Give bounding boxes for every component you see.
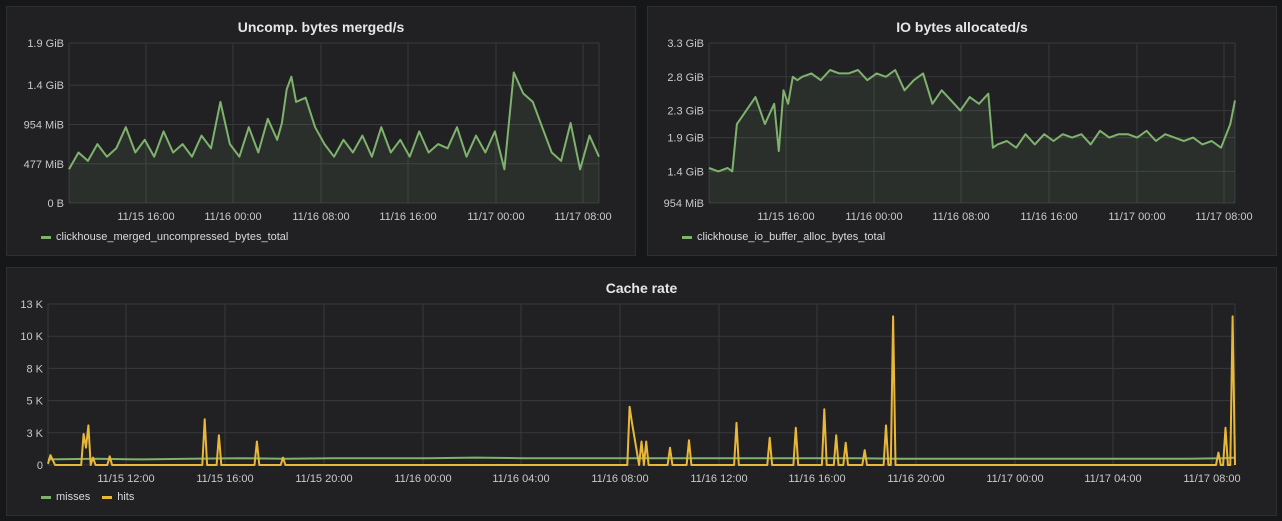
legend-label: hits — [117, 491, 135, 503]
series-area-clickhouse_io_buffer_alloc_bytes_total — [709, 70, 1235, 203]
series-line-misses[interactable] — [47, 456, 1236, 461]
y-tick-label: 1.9 GiB — [667, 133, 704, 145]
legend-item-misses[interactable]: misses — [41, 491, 90, 503]
chart-uncomp-bytes-merged: 0 B 477 MiB 954 MiB 1.4 GiB 1.9 GiB 11/15 16:… — [24, 38, 612, 223]
y-tick-label: 2.8 GiB — [667, 72, 704, 84]
y-tick-label: 2.3 GiB — [667, 106, 704, 118]
panel-cache-rate: Cache rate 0 3 K 5 K 8 K 10 K 13 K 11/15 12:00… — [6, 267, 1277, 516]
x-tick-label: 11/16 16:00 — [788, 473, 845, 485]
y-tick-label: 3 K — [26, 428, 43, 440]
x-tick-label: 11/15 20:00 — [295, 473, 352, 485]
x-tick-label: 11/16 12:00 — [690, 473, 747, 485]
panel-title[interactable]: Uncomp. bytes merged/s — [237, 19, 405, 35]
legend-swatch — [102, 495, 113, 499]
y-tick-label: 10 K — [20, 331, 43, 343]
x-tick-label: 11/17 00:00 — [1108, 211, 1165, 223]
y-tick-label: 1.4 GiB — [667, 166, 704, 178]
panel-title[interactable]: Cache rate — [605, 280, 678, 296]
y-tick-label: 1.9 GiB — [27, 38, 64, 50]
y-tick-label: 954 MiB — [664, 198, 704, 210]
legend-item[interactable]: clickhouse_merged_uncompressed_bytes_tot… — [41, 231, 288, 243]
panel-uncomp-bytes-merged: Uncomp. bytes merged/s 0 B 477 MiB 954 MiB… — [6, 6, 636, 256]
legend-swatch — [682, 235, 692, 239]
legend-item-hits[interactable]: hits — [102, 491, 134, 503]
y-tick-label: 3.3 GiB — [667, 38, 704, 50]
x-tick-label: 11/17 08:00 — [554, 211, 611, 223]
legend: misses hits — [41, 491, 134, 503]
series-line-hits[interactable] — [47, 315, 1236, 466]
legend-label: misses — [56, 491, 91, 503]
legend: clickhouse_io_buffer_alloc_bytes_total — [682, 231, 885, 243]
x-tick-label: 11/16 16:00 — [379, 211, 436, 223]
legend-swatch — [41, 495, 51, 499]
x-tick-label: 11/16 08:00 — [932, 211, 989, 223]
legend-swatch — [41, 235, 51, 239]
legend-label: clickhouse_merged_uncompressed_bytes_tot… — [56, 231, 289, 243]
legend: clickhouse_merged_uncompressed_bytes_tot… — [41, 231, 288, 243]
chart-cache-rate: 0 3 K 5 K 8 K 10 K 13 K 11/15 12:00 11/15 16:00… — [20, 299, 1240, 485]
grid — [68, 42, 600, 204]
x-tick-label: 11/16 04:00 — [492, 473, 549, 485]
panel-io-bytes-allocated: IO bytes allocated/s 954 MiB 1.4 GiB 1.9 G… — [647, 6, 1277, 256]
y-tick-label: 0 B — [47, 198, 64, 210]
y-tick-label: 1.4 GiB — [27, 80, 64, 92]
grid — [708, 42, 1236, 204]
y-tick-label: 954 MiB — [24, 120, 64, 132]
x-tick-label: 11/15 12:00 — [97, 473, 154, 485]
y-tick-label: 13 K — [20, 299, 43, 311]
y-tick-label: 0 — [37, 460, 43, 472]
panel-title[interactable]: IO bytes allocated/s — [896, 19, 1028, 35]
x-tick-label: 11/16 20:00 — [887, 473, 944, 485]
series-line-clickhouse_merged_uncompressed_bytes_total[interactable] — [68, 71, 600, 171]
x-tick-label: 11/15 16:00 — [757, 211, 814, 223]
x-tick-label: 11/16 08:00 — [292, 211, 349, 223]
x-tick-label: 11/17 00:00 — [986, 473, 1043, 485]
series-line-clickhouse_io_buffer_alloc_bytes_total[interactable] — [708, 69, 1236, 173]
x-tick-label: 11/16 08:00 — [591, 473, 648, 485]
x-tick-label: 11/15 16:00 — [117, 211, 174, 223]
x-tick-label: 11/15 16:00 — [196, 473, 253, 485]
series-area-clickhouse_merged_uncompressed_bytes_total — [69, 72, 599, 203]
chart-io-bytes-allocated: 954 MiB 1.4 GiB 1.9 GiB 2.3 GiB 2.8 GiB 3.3 G… — [664, 38, 1253, 223]
y-tick-label: 8 K — [26, 363, 43, 375]
x-tick-label: 11/17 08:00 — [1183, 473, 1240, 485]
y-tick-label: 477 MiB — [24, 159, 64, 171]
legend-label: clickhouse_io_buffer_alloc_bytes_total — [697, 231, 886, 243]
y-tick-label: 5 K — [26, 396, 43, 408]
x-tick-label: 11/16 00:00 — [394, 473, 451, 485]
legend-item[interactable]: clickhouse_io_buffer_alloc_bytes_total — [682, 231, 885, 243]
x-tick-label: 11/16 16:00 — [1020, 211, 1077, 223]
x-tick-label: 11/17 00:00 — [467, 211, 524, 223]
x-tick-label: 11/16 00:00 — [204, 211, 261, 223]
x-tick-label: 11/17 08:00 — [1195, 211, 1252, 223]
x-tick-label: 11/17 04:00 — [1084, 473, 1141, 485]
x-tick-label: 11/16 00:00 — [845, 211, 902, 223]
